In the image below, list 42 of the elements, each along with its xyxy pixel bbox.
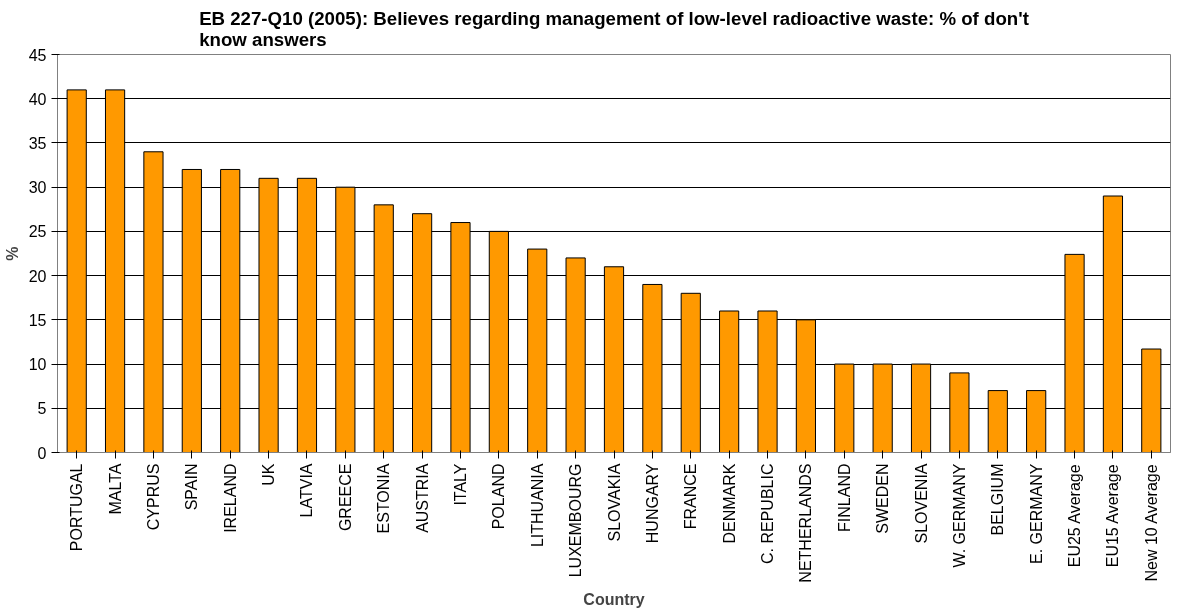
y-tick-label: 40 — [28, 90, 47, 108]
y-tick-label: 0 — [37, 444, 47, 462]
x-axis-title: Country — [583, 590, 645, 608]
x-tick-label: BELGIUM — [989, 463, 1007, 536]
x-tick-label: LITHUANIA — [528, 463, 546, 548]
x-tick-label: New 10 Average — [1142, 464, 1160, 582]
x-tick-label: SLOVENIA — [912, 463, 930, 544]
x-tick-label: NETHERLANDS — [797, 463, 815, 583]
y-tick-label: 10 — [28, 356, 47, 374]
y-tick-label: 15 — [28, 311, 47, 329]
x-tick-label: SPAIN — [183, 463, 201, 511]
x-tick-label: POLAND — [490, 463, 508, 530]
y-axis-title: % — [3, 246, 21, 261]
x-tick-label: C. REPUBLIC — [759, 463, 777, 564]
x-tick-label: PORTUGAL — [68, 463, 86, 552]
y-tick-label: 35 — [28, 134, 47, 152]
x-tick-label: E. GERMANY — [1027, 463, 1045, 564]
x-tick-label: IRELAND — [221, 463, 239, 533]
x-tick-label: ITALY — [451, 463, 469, 506]
chart-title: EB 227-Q10 (2005): Believes regarding management of low-level radioactive waste: % of don't know answers — [199, 7, 1029, 50]
y-tick-label: 30 — [28, 179, 47, 197]
x-tick-label: SWEDEN — [874, 463, 892, 534]
x-tick-label: UK — [260, 463, 278, 486]
x-tick-label: HUNGARY — [643, 463, 661, 544]
x-tick-label: LATVIA — [298, 463, 316, 518]
y-tick-label: 5 — [37, 400, 47, 418]
x-tick-label: MALTA — [106, 463, 124, 515]
x-tick-label: GREECE — [336, 463, 354, 532]
x-tick-label: EU25 Average — [1066, 464, 1084, 568]
x-tick-label: FRANCE — [682, 463, 700, 530]
y-tick-label: 20 — [28, 267, 47, 285]
y-tick-label: 45 — [28, 46, 47, 64]
x-tick-label: LUXEMBOURG — [567, 463, 585, 578]
x-tick-label: EU15 Average — [1104, 464, 1122, 568]
x-tick-label: FINLAND — [835, 463, 853, 532]
x-tick-label: CYPRUS — [144, 463, 162, 531]
x-tick-label: W. GERMANY — [950, 463, 968, 568]
x-tick-label: DENMARK — [720, 463, 738, 544]
x-tick-label: SLOVAKIA — [605, 463, 623, 542]
x-tick-label: ESTONIA — [375, 463, 393, 534]
y-tick-label: 25 — [28, 223, 47, 241]
x-tick-label: AUSTRIA — [413, 463, 431, 533]
